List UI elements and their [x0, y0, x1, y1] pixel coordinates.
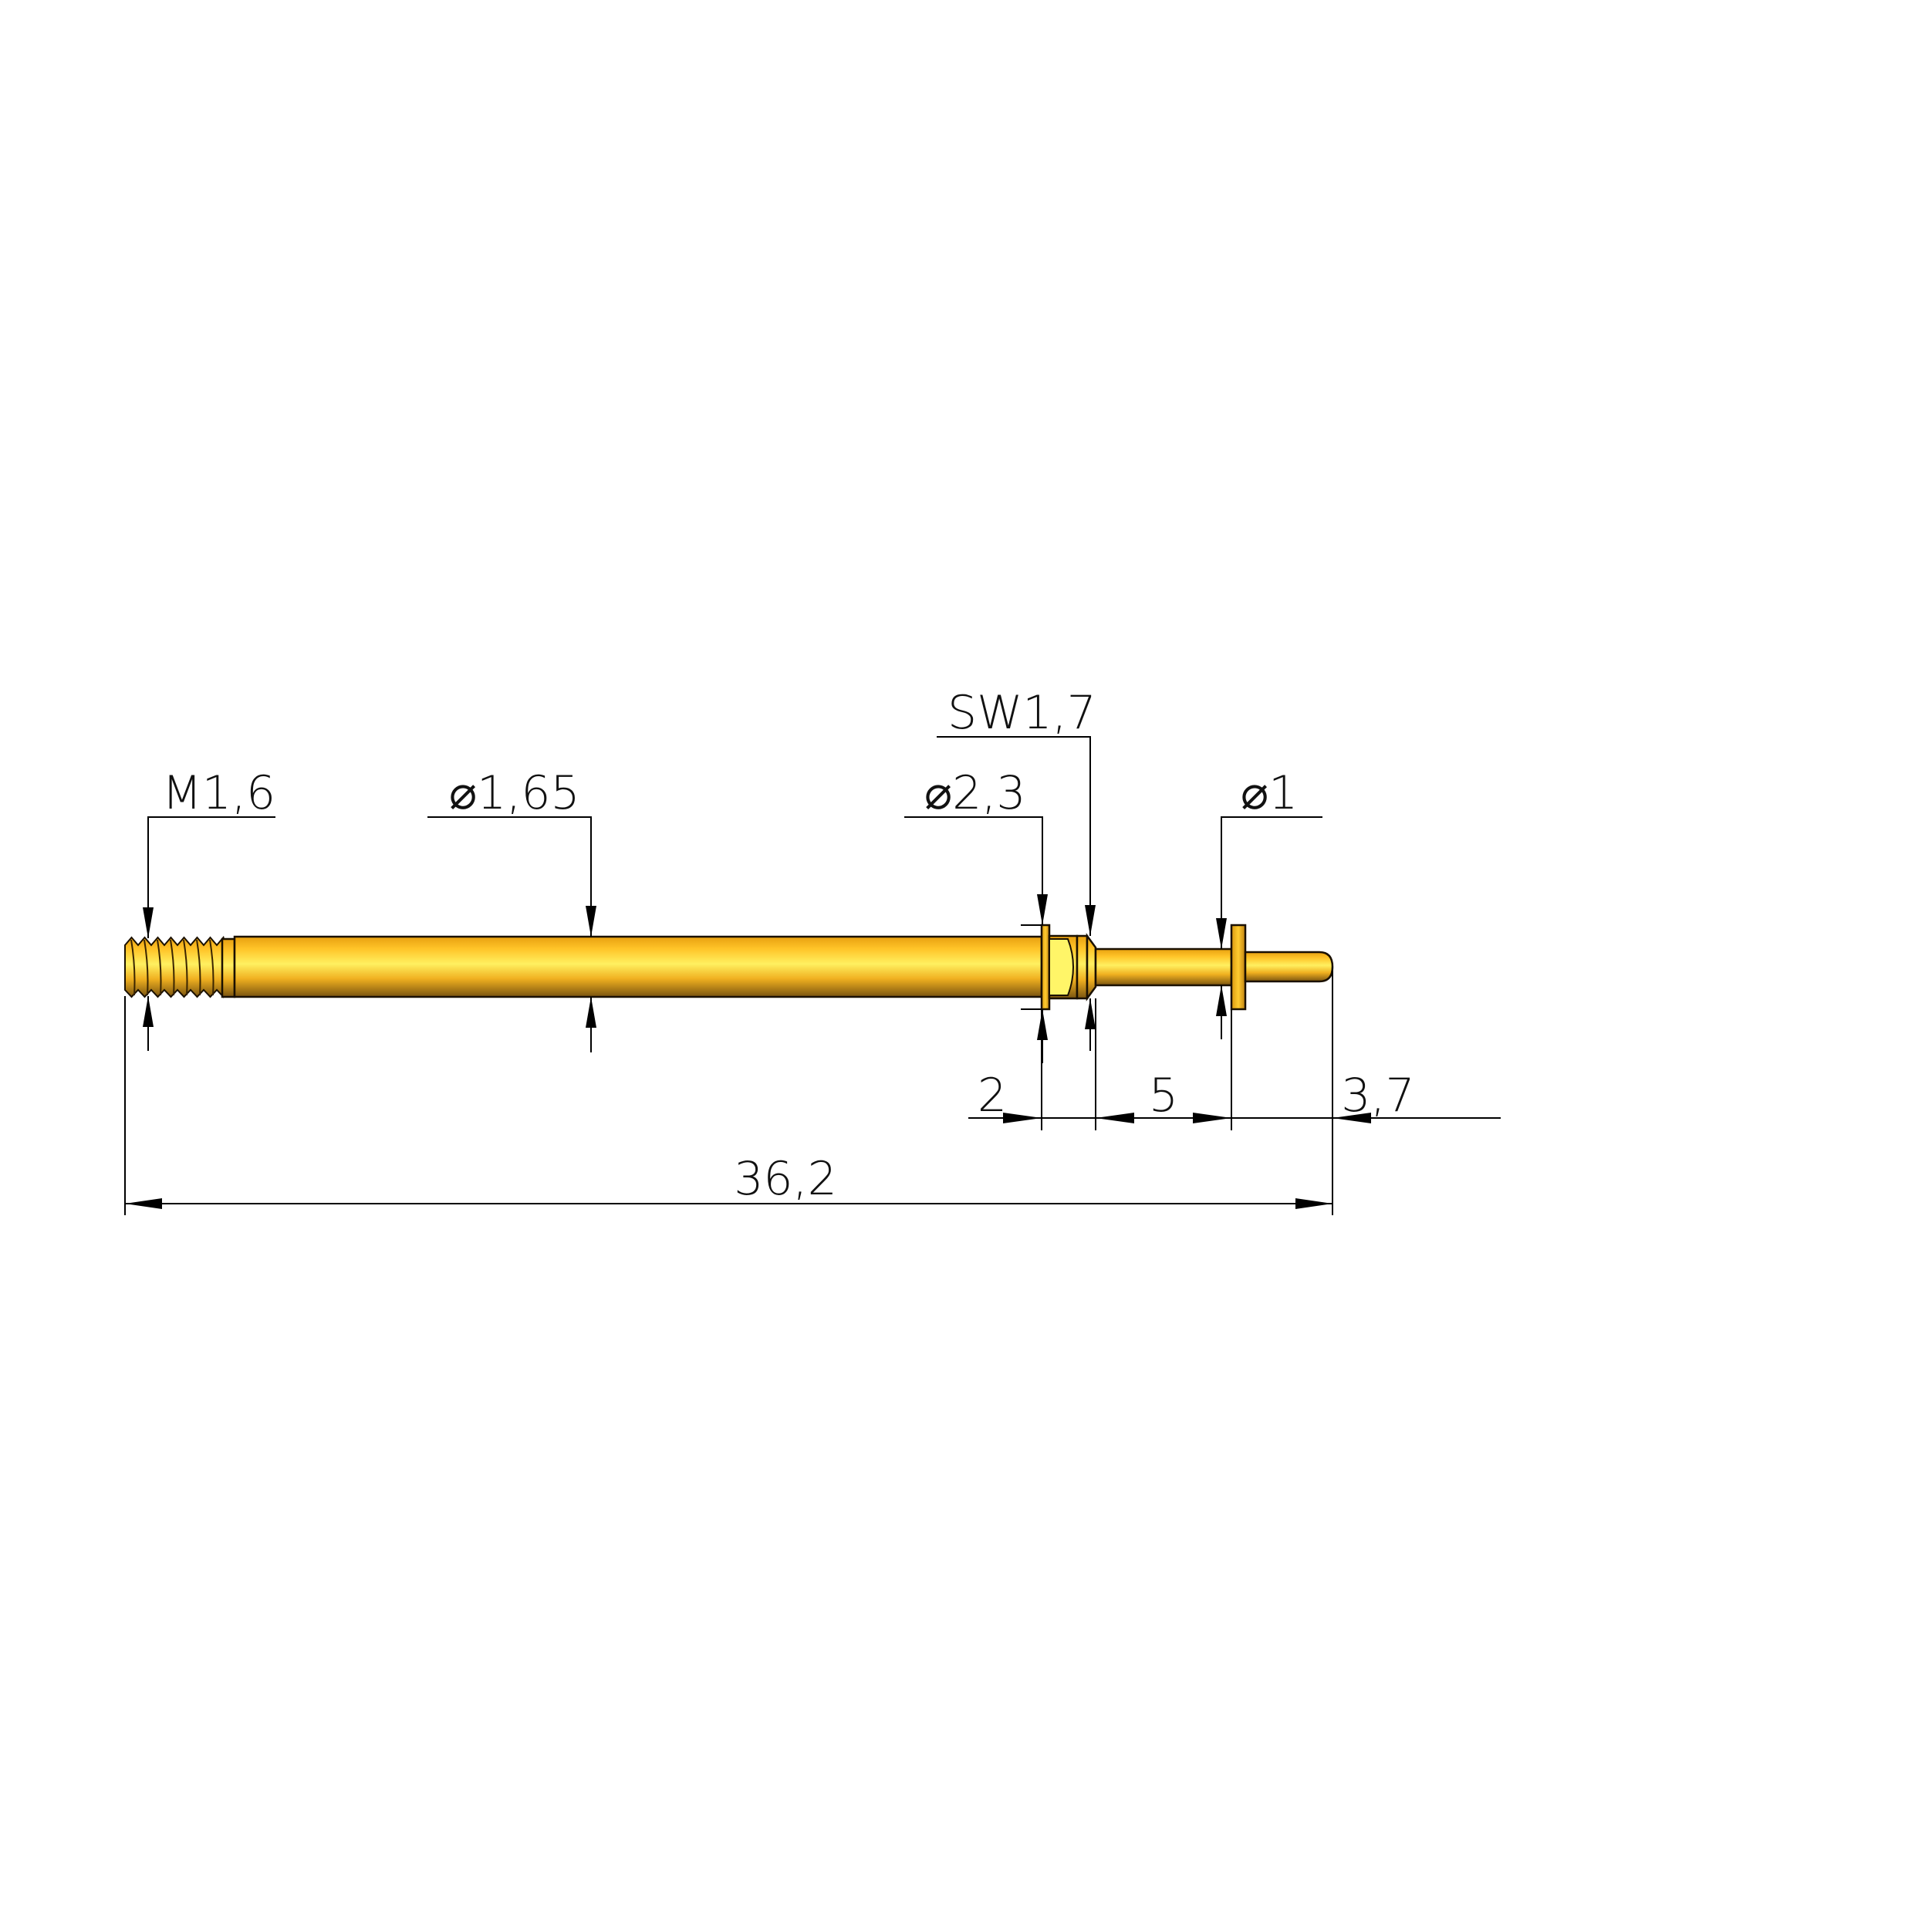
thread-ridge	[130, 939, 136, 996]
thread-ridge	[157, 939, 162, 996]
hex-size-callout: SW1,7	[937, 686, 1096, 1051]
thread-ridge	[170, 939, 175, 996]
extension-lines	[124, 967, 1333, 1215]
probe-part	[124, 924, 1334, 1011]
overall-length-value: 36,2	[734, 1152, 837, 1206]
tip-length-value: 3,7	[1341, 1069, 1414, 1123]
thread-ridge	[196, 939, 201, 996]
chain-dimension: 2 5 3,7	[968, 1069, 1501, 1123]
thread-runout	[221, 937, 236, 998]
pin-diameter-callout: ⌀1	[1216, 766, 1322, 1039]
pin-length-value: 5	[1149, 1069, 1178, 1123]
shaft-diameter-label: ⌀1,65	[449, 766, 580, 820]
chamfer	[1086, 933, 1097, 1001]
hex-face	[1049, 938, 1074, 996]
pin-shaft	[1094, 947, 1233, 987]
collar	[1076, 934, 1089, 1000]
hex-size-label: SW1,7	[947, 686, 1096, 740]
flange-offset-value: 2	[978, 1069, 1007, 1123]
thread-ridge	[144, 939, 149, 996]
thread-ridge	[209, 939, 214, 996]
overall-dimension: 36,2	[125, 1152, 1332, 1209]
flange-diameter-callout: ⌀2,3	[904, 766, 1048, 1063]
flange-1	[1040, 924, 1051, 1011]
thread-section	[124, 935, 228, 998]
thread-callout: M1,6	[143, 766, 275, 1051]
pin-diameter-label: ⌀1	[1241, 766, 1298, 820]
flange-diameter-label: ⌀2,3	[924, 766, 1026, 820]
pin-tip	[1244, 951, 1334, 983]
main-shaft	[233, 935, 1043, 998]
flange-2	[1230, 924, 1247, 1011]
shaft-diameter-callout: ⌀1,65	[427, 766, 596, 1052]
thread-label: M1,6	[162, 766, 275, 820]
thread-ridge	[183, 939, 188, 996]
